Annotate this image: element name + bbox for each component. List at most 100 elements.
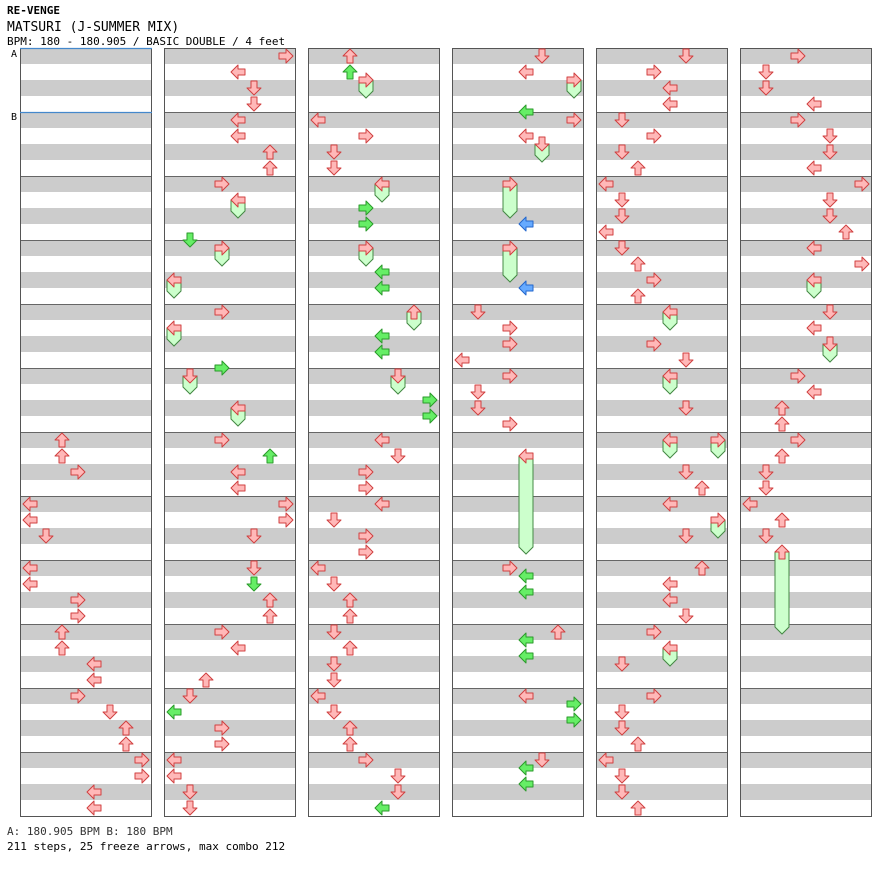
arrow-up-icon: [262, 160, 278, 176]
arrow-up-icon: [342, 64, 358, 80]
arrow-right-icon: [502, 336, 518, 352]
arrow-left-icon: [662, 640, 678, 656]
beat-stripe: [164, 528, 296, 544]
beat-stripe: [20, 240, 152, 256]
arrow-down-icon: [246, 528, 262, 544]
arrow-left-icon: [374, 176, 390, 192]
arrow-right-icon: [278, 496, 294, 512]
beat-stripe: [308, 656, 440, 672]
beat-stripe: [20, 176, 152, 192]
arrow-up-icon: [838, 224, 854, 240]
arrow-right-icon: [70, 464, 86, 480]
freeze-arrow-body: [518, 455, 534, 555]
arrow-left-icon: [598, 176, 614, 192]
arrow-down-icon: [390, 784, 406, 800]
beat-stripe: [452, 112, 584, 128]
beat-stripe: [164, 208, 296, 224]
arrow-left-icon: [662, 432, 678, 448]
beat-stripe: [452, 176, 584, 192]
arrow-down-icon: [614, 240, 630, 256]
beat-stripe: [596, 688, 728, 704]
arrow-down-icon: [678, 352, 694, 368]
arrow-down-icon: [614, 656, 630, 672]
song-title: MATSURI (J-SUMMER MIX): [7, 20, 180, 35]
beat-stripe: [20, 336, 152, 352]
beat-stripe: [308, 208, 440, 224]
arrow-left-icon: [166, 320, 182, 336]
arrow-up-icon: [774, 448, 790, 464]
arrow-down-icon: [326, 512, 342, 528]
arrow-left-icon: [166, 768, 182, 784]
arrow-right-icon: [278, 512, 294, 528]
arrow-left-icon: [230, 480, 246, 496]
arrow-up-icon: [342, 720, 358, 736]
column-frame: [740, 48, 872, 817]
arrow-right-icon: [566, 712, 582, 728]
beat-stripe: [740, 240, 872, 256]
arrow-up-icon: [198, 672, 214, 688]
arrow-right-icon: [358, 216, 374, 232]
beat-stripe: [596, 368, 728, 384]
arrow-left-icon: [662, 576, 678, 592]
bpm-marker-a: A: [11, 49, 18, 60]
beat-stripe: [164, 112, 296, 128]
beat-stripe: [308, 432, 440, 448]
beat-stripe: [164, 304, 296, 320]
beat-stripe: [164, 336, 296, 352]
beat-stripe: [740, 432, 872, 448]
arrow-left-icon: [742, 496, 758, 512]
beat-stripe: [596, 624, 728, 640]
beat-stripe: [452, 80, 584, 96]
beat-stripe: [308, 624, 440, 640]
arrow-left-icon: [230, 464, 246, 480]
beat-stripe: [164, 496, 296, 512]
beat-stripe: [596, 592, 728, 608]
arrow-right-icon: [214, 304, 230, 320]
arrow-right-icon: [70, 592, 86, 608]
beat-stripe: [596, 80, 728, 96]
arrow-down-icon: [326, 704, 342, 720]
arrow-down-icon: [470, 400, 486, 416]
arrow-right-icon: [214, 624, 230, 640]
arrow-right-icon: [790, 368, 806, 384]
beat-stripe: [452, 592, 584, 608]
arrow-down-icon: [182, 784, 198, 800]
beat-stripe: [308, 336, 440, 352]
beat-stripe: [20, 368, 152, 384]
arrow-right-icon: [502, 320, 518, 336]
arrow-right-icon: [358, 544, 374, 560]
arrow-left-icon: [662, 592, 678, 608]
arrow-down-icon: [614, 704, 630, 720]
beat-stripe: [308, 720, 440, 736]
chart-column: [308, 48, 440, 817]
arrow-left-icon: [86, 784, 102, 800]
arrow-left-icon: [374, 432, 390, 448]
arrow-right-icon: [646, 688, 662, 704]
beat-stripe: [308, 80, 440, 96]
arrow-up-icon: [630, 288, 646, 304]
beat-stripe: [452, 496, 584, 512]
arrow-left-icon: [454, 352, 470, 368]
arrow-down-icon: [614, 784, 630, 800]
beat-stripe: [20, 80, 152, 96]
arrow-left-icon: [230, 112, 246, 128]
arrow-left-icon: [518, 64, 534, 80]
arrow-down-icon: [390, 368, 406, 384]
chart-column: [164, 48, 296, 817]
arrow-down-icon: [390, 768, 406, 784]
beat-stripe: [164, 144, 296, 160]
arrow-down-icon: [614, 720, 630, 736]
beat-stripe: [452, 784, 584, 800]
arrow-down-icon: [246, 96, 262, 112]
arrow-right-icon: [70, 608, 86, 624]
arrow-up-icon: [342, 592, 358, 608]
arrow-down-icon: [822, 144, 838, 160]
arrow-left-icon: [518, 280, 534, 296]
beat-stripe: [740, 208, 872, 224]
beat-stripe: [164, 592, 296, 608]
beat-stripe: [164, 624, 296, 640]
beat-stripe: [740, 176, 872, 192]
beat-stripe: [740, 656, 872, 672]
chart-column: [452, 48, 584, 817]
beat-stripe: [452, 240, 584, 256]
